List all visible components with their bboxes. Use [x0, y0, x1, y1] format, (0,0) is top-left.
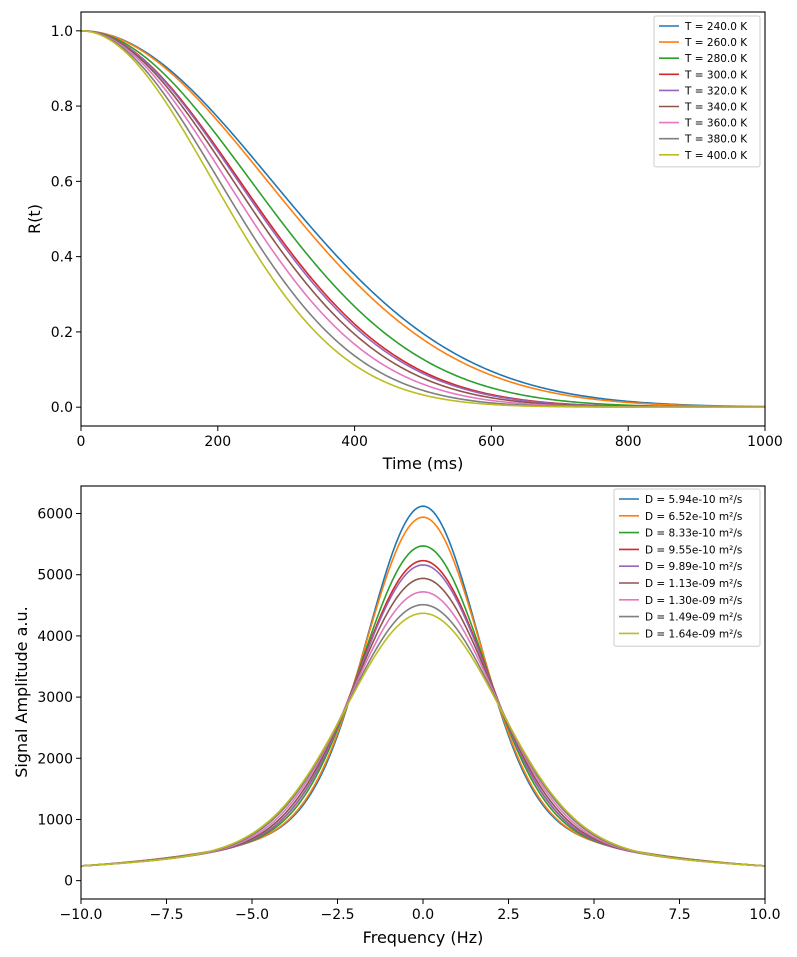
- y-tick-label: 0: [64, 874, 73, 890]
- x-tick-label: 600: [478, 434, 505, 450]
- x-axis-label: Time (ms): [382, 454, 464, 473]
- y-ticks: 0.0 0.2 0.4 0.6 0.8 1.0: [51, 24, 81, 416]
- y-tick-label: 1.0: [51, 24, 73, 40]
- legend-entry: T = 240.0 K: [684, 21, 748, 33]
- x-ticks: −10.0 −7.5 −5.0 −2.5 0.0 2.5 5.0 7.5 10.0: [60, 899, 781, 923]
- x-tick-label: 10.0: [749, 907, 780, 923]
- legend-entry: T = 280.0 K: [684, 53, 748, 65]
- y-tick-label: 5000: [37, 568, 73, 584]
- legend-entry: T = 260.0 K: [684, 37, 748, 49]
- y-tick-label: 0.8: [51, 99, 73, 115]
- legend-entry: D = 9.89e-10 m²/s: [645, 561, 742, 573]
- legend-entry: D = 8.33e-10 m²/s: [645, 528, 742, 540]
- legend-entry: D = 1.30e-09 m²/s: [645, 595, 742, 607]
- legend: D = 5.94e-10 m²/s D = 6.52e-10 m²/s D = 8.…: [613, 488, 761, 647]
- x-tick-label: 1000: [747, 434, 783, 450]
- legend-box: [613, 488, 761, 647]
- legend-entry: T = 300.0 K: [684, 69, 748, 81]
- legend-entry: D = 9.55e-10 m²/s: [645, 544, 742, 556]
- series-lines: [80, 505, 766, 867]
- x-tick-label: 0: [77, 434, 86, 450]
- x-tick-label: 7.5: [668, 907, 690, 923]
- x-tick-label: −10.0: [60, 907, 103, 923]
- x-axis-label: Frequency (Hz): [363, 928, 484, 947]
- x-tick-label: 0.0: [412, 907, 434, 923]
- legend-entry: D = 1.13e-09 m²/s: [645, 578, 742, 590]
- x-tick-label: −5.0: [235, 907, 269, 923]
- legend-box: [653, 15, 761, 168]
- y-ticks: 0 1000 2000 3000 4000 5000 6000: [37, 507, 81, 890]
- x-tick-label: −2.5: [321, 907, 355, 923]
- y-tick-label: 3000: [37, 690, 73, 706]
- x-tick-label: 800: [615, 434, 642, 450]
- y-tick-label: 4000: [37, 629, 73, 645]
- x-tick-label: 200: [204, 434, 231, 450]
- series-lines: [80, 30, 766, 408]
- x-ticks: 0 200 400 600 800 1000: [77, 426, 783, 450]
- y-axis-label: Signal Amplitude a.u.: [12, 606, 31, 777]
- legend-entry: D = 5.94e-10 m²/s: [645, 494, 742, 506]
- series-line-9: [80, 612, 766, 867]
- spectrum-chart: Frequency (Hz) Signal Amplitude a.u. −10…: [12, 485, 781, 947]
- plot-frame: [80, 11, 766, 427]
- legend-entry: T = 340.0 K: [684, 102, 748, 114]
- legend-entry: T = 320.0 K: [684, 85, 748, 97]
- y-tick-label: 0.4: [51, 250, 73, 266]
- legend-entry: D = 6.52e-10 m²/s: [645, 511, 742, 523]
- x-tick-label: 400: [341, 434, 368, 450]
- x-tick-label: −7.5: [150, 907, 184, 923]
- relaxation-chart: Time (ms) R(t) 0 200 400 600 800 10000.00.20.…: [25, 11, 783, 473]
- y-axis-label: R(t): [25, 204, 44, 234]
- y-tick-label: 0.2: [51, 325, 73, 341]
- legend-entry: T = 360.0 K: [684, 118, 748, 130]
- series-line-1: [80, 30, 766, 408]
- y-tick-label: 1000: [37, 812, 73, 828]
- series-line-9: [80, 30, 765, 408]
- legend-entry: D = 1.64e-09 m²/s: [645, 628, 742, 640]
- legend-entry: T = 380.0 K: [684, 134, 748, 146]
- y-tick-label: 6000: [37, 507, 73, 523]
- legend-entry: T = 400.0 K: [684, 150, 748, 162]
- legend: T = 240.0 K T = 260.0 K T = 280.0 K T = 300…: [653, 15, 761, 168]
- y-tick-label: 2000: [37, 751, 73, 767]
- y-tick-label: 0.6: [51, 174, 73, 190]
- legend-entry: D = 1.49e-09 m²/s: [645, 612, 742, 624]
- x-tick-label: 2.5: [497, 907, 519, 923]
- y-tick-label: 0.0: [51, 400, 73, 416]
- series-line-2: [80, 30, 766, 408]
- x-tick-label: 5.0: [583, 907, 605, 923]
